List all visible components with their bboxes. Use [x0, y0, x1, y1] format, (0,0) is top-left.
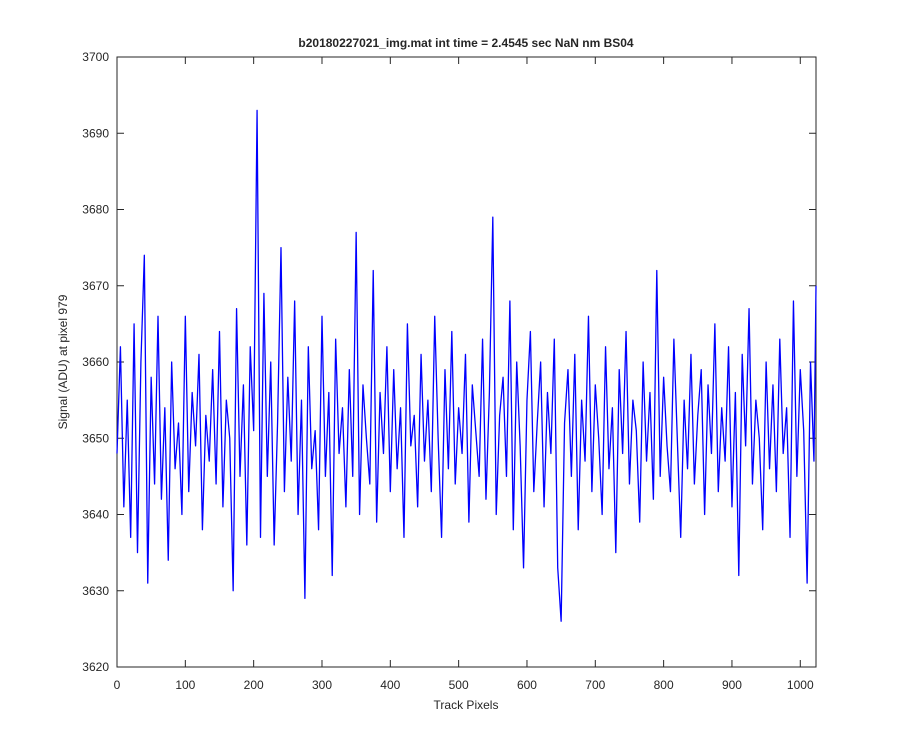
y-tick-label: 3640: [82, 508, 109, 522]
y-tick-label: 3690: [82, 126, 109, 140]
x-axis-label: Track Pixels: [434, 698, 499, 712]
x-tick-label: 600: [517, 678, 537, 692]
x-tick-label: 400: [380, 678, 400, 692]
y-tick-label: 3620: [82, 660, 109, 674]
y-tick-label: 3650: [82, 431, 109, 445]
y-tick-label: 3670: [82, 279, 109, 293]
y-tick-label: 3680: [82, 203, 109, 217]
data-line: [116, 109, 817, 622]
x-tick-label: 500: [449, 678, 469, 692]
plot-area: [116, 56, 817, 668]
x-tick-label: 200: [244, 678, 264, 692]
chart-title: b20180227021_img.mat int time = 2.4545 s…: [298, 36, 634, 50]
x-tick-label: 100: [175, 678, 195, 692]
y-tick-label: 3700: [82, 50, 109, 64]
x-tick-label: 800: [654, 678, 674, 692]
y-tick-label: 3660: [82, 355, 109, 369]
x-tick-label: 300: [312, 678, 332, 692]
x-tick-label: 1000: [787, 678, 814, 692]
x-tick-label: 0: [114, 678, 121, 692]
x-tick-label: 700: [585, 678, 605, 692]
y-axis-label: Signal (ADU) at pixel 979: [56, 294, 70, 429]
y-tick-label: 3630: [82, 584, 109, 598]
x-tick-label: 900: [722, 678, 742, 692]
